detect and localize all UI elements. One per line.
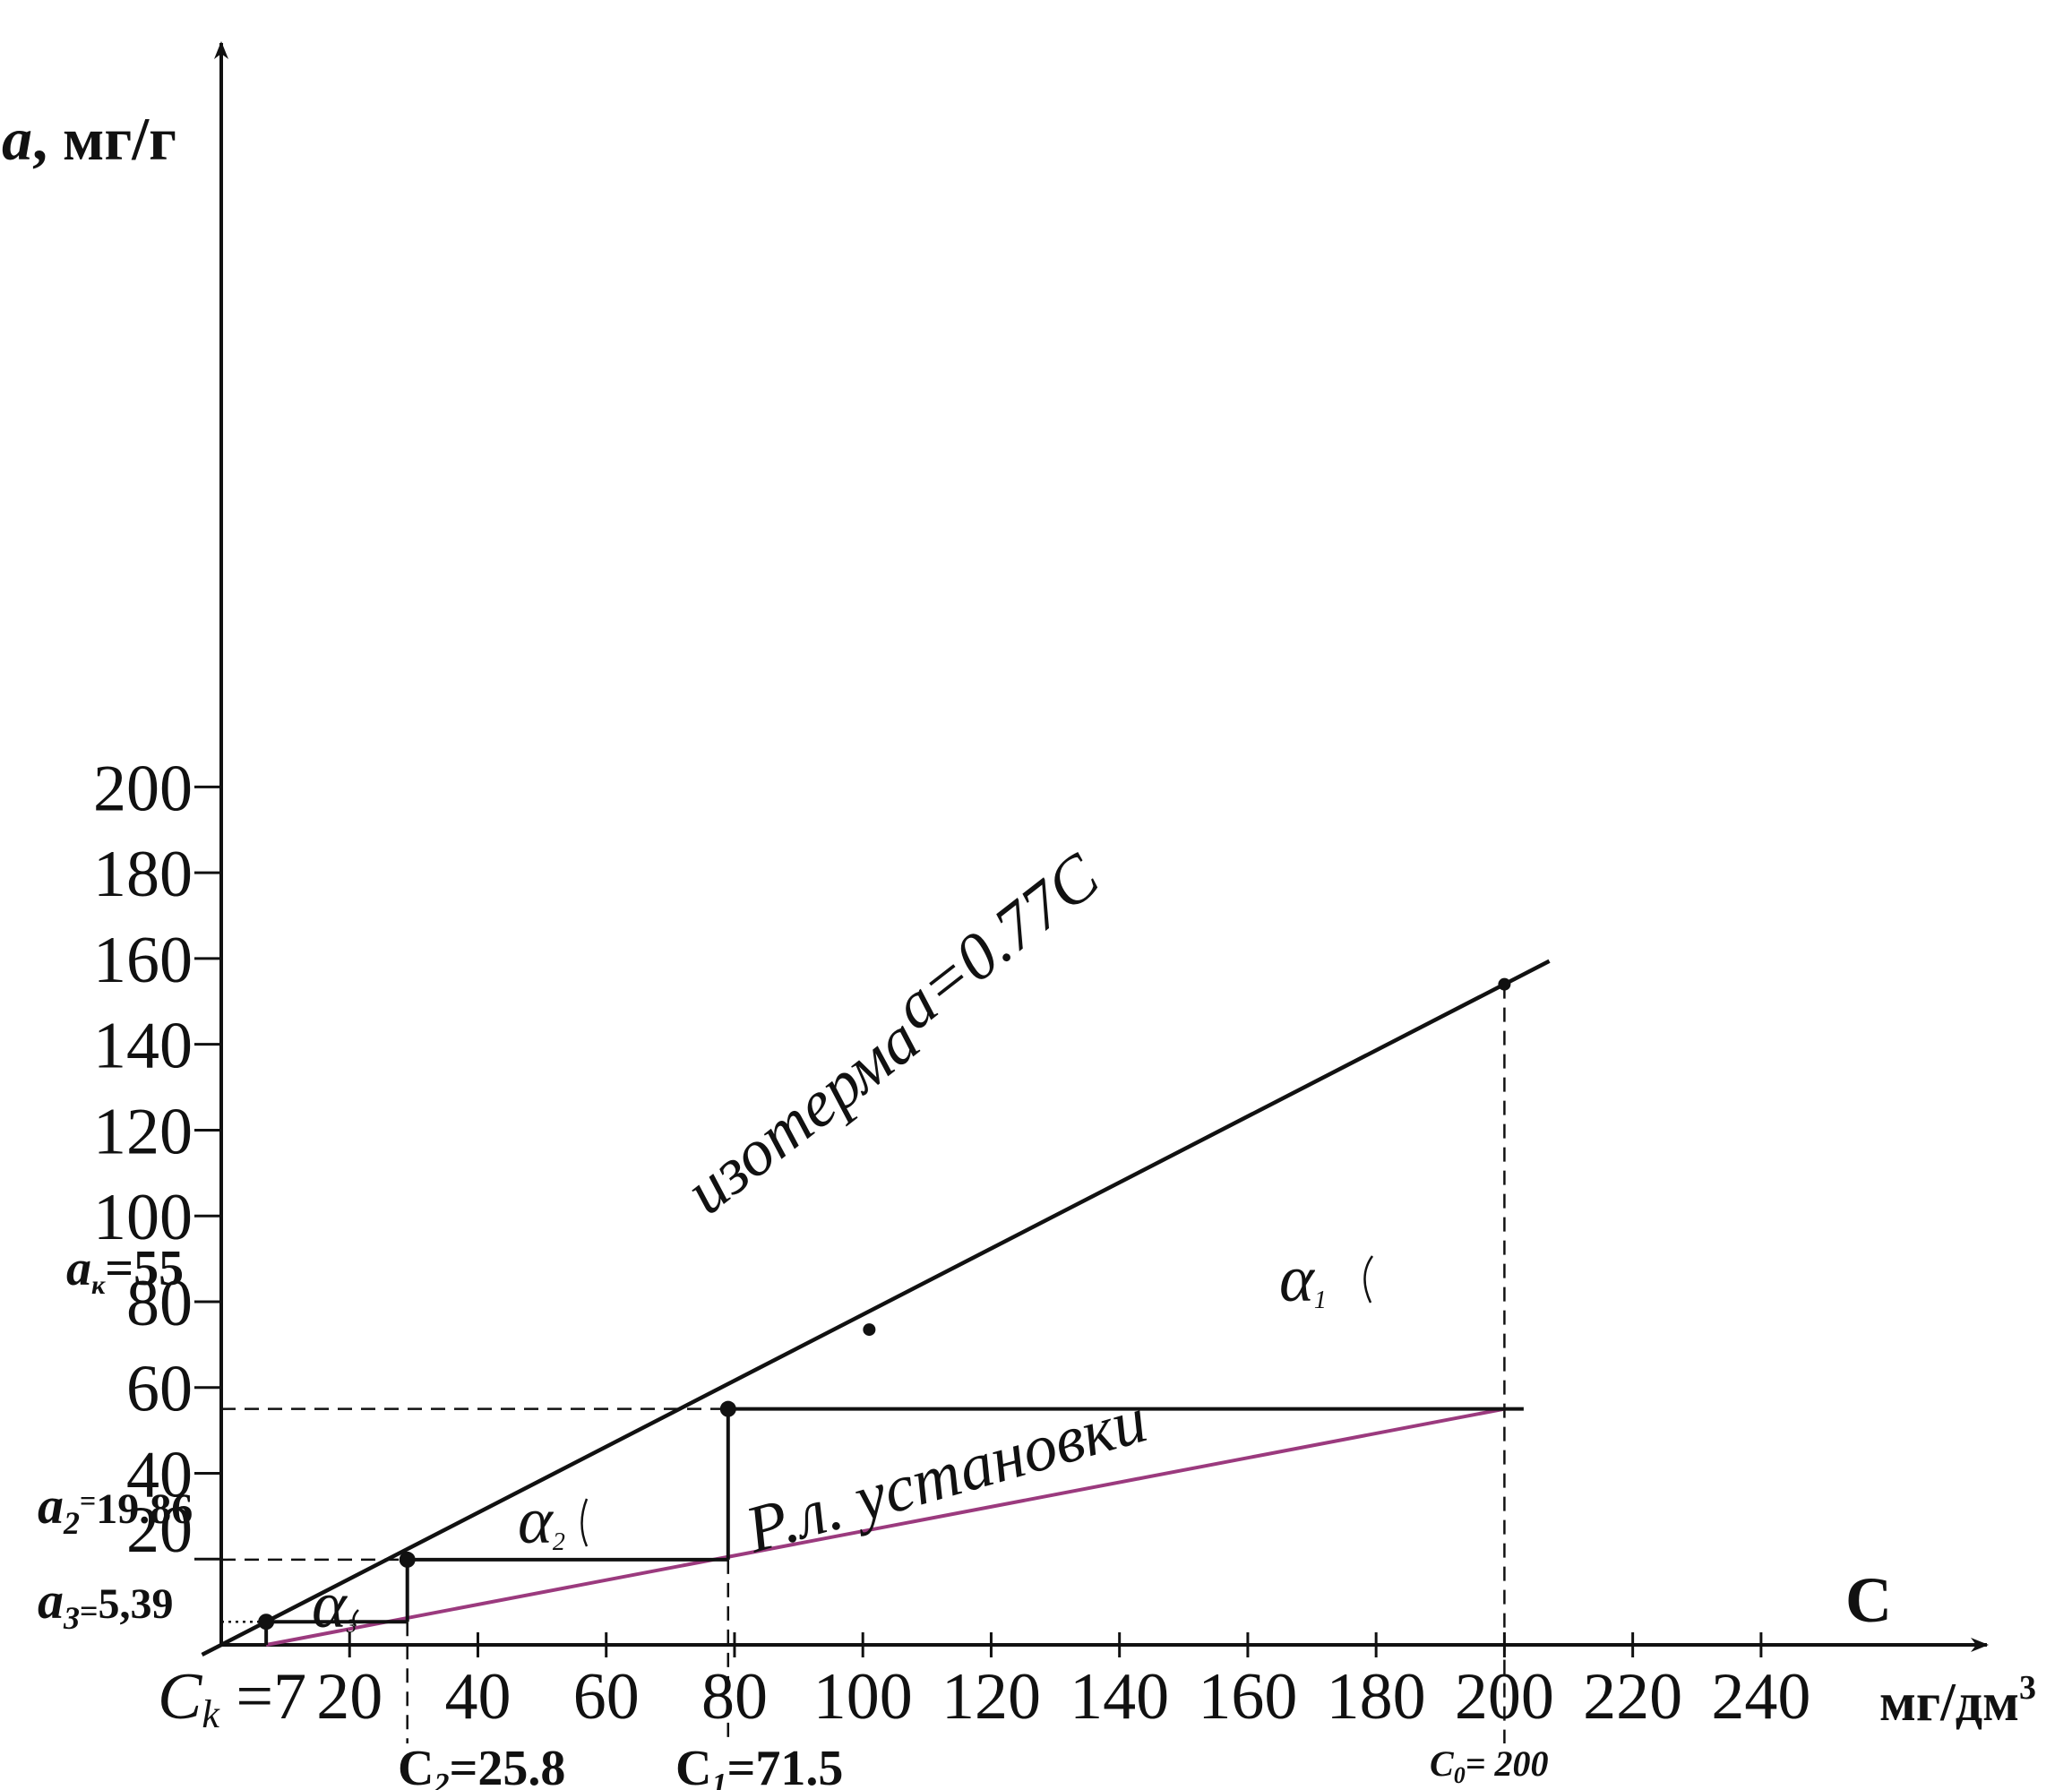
x-tick-label: 240 [1711,1660,1810,1734]
alpha1-arc [1363,1255,1374,1304]
y-tick-label: 80 [126,1267,193,1340]
y-tick-label: 120 [93,1095,193,1168]
ak-label: aк=55 [66,1241,184,1300]
alpha1-label: α1 [1279,1243,1327,1316]
y-tick-label: 20 [126,1493,193,1567]
isotherm-point [1498,977,1511,991]
y-tick-label: 60 [126,1353,193,1426]
isotherm-point [719,1400,736,1417]
c0-label: C0= 200 [1430,1743,1548,1788]
series-lines [201,959,1551,1657]
dashed-guides [221,984,1506,1743]
y-axis-title: a, мг/г [2,105,176,173]
x-tick-label: 180 [1327,1660,1426,1734]
a3-label: a3=5,39 [38,1571,174,1636]
isotherm-point [399,1551,416,1568]
x-tick-label: 80 [701,1660,768,1734]
x-axis-var: C [1845,1564,1892,1636]
alpha2-arc [580,1498,589,1547]
y-tick-label: 100 [93,1181,193,1254]
isotherm-label: изотерма [672,1003,933,1229]
x-tick-label: 160 [1198,1660,1297,1734]
x-tick-label: 120 [941,1660,1041,1734]
isotherm-line-extension [201,1642,223,1657]
y-tick-label: 40 [126,1438,193,1511]
ck-label: Ck =7 [158,1660,306,1736]
isotherm-points [258,977,1511,1631]
c1-label: C1=71.5 [675,1741,843,1790]
isotherm-line [219,959,1551,1648]
isotherm-point [258,1614,275,1631]
isotherm-equation: a=0.77C [880,839,1113,1044]
y-tick-label: 200 [93,752,193,825]
x-tick-label: 100 [813,1660,913,1734]
y-tick-label: 160 [93,924,193,997]
c2-label: C2=25.8 [398,1741,565,1790]
x-tick-label: 20 [316,1660,383,1734]
x-axis-unit: мг/дм3 [1879,1669,2036,1732]
operating-line [265,1407,1505,1647]
x-tick-label: 40 [444,1660,511,1734]
x-tick-label: 220 [1583,1660,1682,1734]
x-tick-label: 140 [1070,1660,1169,1734]
alpha3-arc [352,1609,359,1627]
isotherm-point [863,1323,876,1337]
x-axis-ticks: 20 40 60 80 100 120 140 160 180 200 220 240 [316,1632,1810,1734]
y-tick-label: 180 [93,838,193,911]
x-tick-label: 60 [573,1660,640,1734]
alpha2-label: α2 [518,1484,565,1558]
a2-label: a2=19.86 [38,1476,193,1541]
y-tick-label: 140 [93,1010,193,1083]
alpha3-label: α3 [312,1569,357,1642]
step-construction [264,1407,1524,1645]
